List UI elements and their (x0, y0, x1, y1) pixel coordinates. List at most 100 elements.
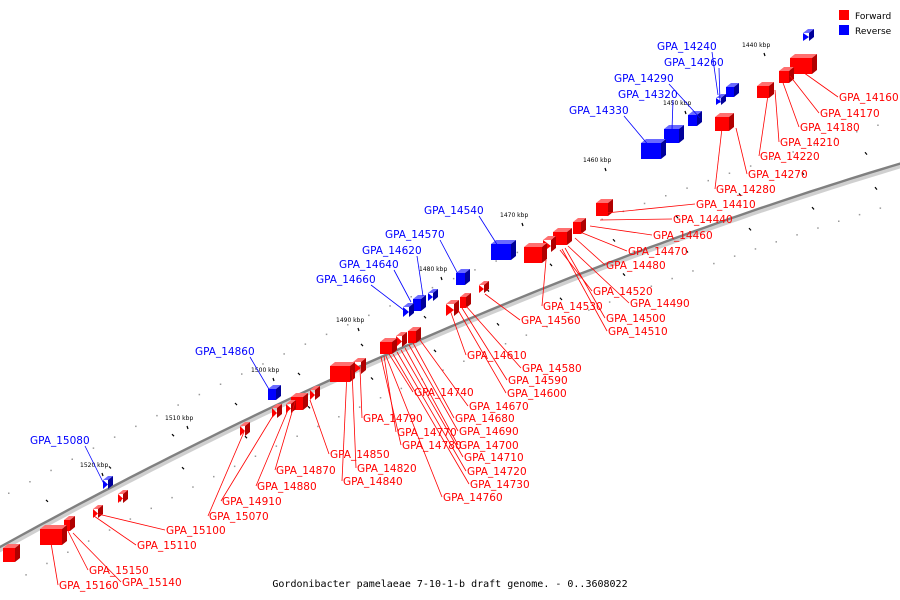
gap-mark (370, 377, 374, 380)
forward-gene-label: GPA_14700 (459, 440, 519, 452)
track-tick (525, 334, 528, 336)
track-tick (588, 309, 590, 311)
reverse-gene (428, 289, 438, 301)
track-tick (665, 195, 667, 197)
forward-gene-label: GPA_14170 (820, 108, 880, 120)
reverse-gene-label: GPA_14320 (618, 89, 678, 101)
gap-mark (559, 297, 563, 301)
track-tick (283, 353, 285, 355)
legend-forward-swatch (839, 10, 849, 20)
gap-mark (307, 405, 311, 409)
forward-gene (553, 228, 572, 245)
forward-gene-label: GPA_14840 (343, 476, 403, 488)
reverse-gene-leader (84, 445, 105, 485)
reverse-gene-label: GPA_14260 (664, 57, 724, 69)
forward-gene-leader (359, 367, 363, 419)
track-tick (686, 187, 688, 189)
forward-gene-leader (274, 401, 296, 471)
forward-gene-label: GPA_15160 (59, 580, 119, 592)
gap-mark (675, 215, 679, 219)
forward-gene-leader (309, 399, 330, 455)
track-tick (325, 333, 328, 336)
forward-gene-leader (589, 225, 653, 236)
track-tick (858, 213, 861, 216)
forward-gene-leader (564, 247, 606, 319)
forward-gene (118, 490, 128, 503)
gap-mark (811, 206, 815, 210)
reverse-gene-leader (668, 83, 701, 119)
kbp-scale-label: 1510 kbp (165, 415, 193, 422)
track-tick (463, 360, 465, 362)
track-tick (879, 207, 882, 209)
legend-reverse-label: Reverse (855, 27, 892, 37)
track-tick (317, 425, 319, 428)
forward-gene-label: GPA_14220 (760, 151, 820, 163)
forward-gene-label: GPA_14600 (507, 388, 567, 400)
track-tick (87, 540, 90, 542)
forward-gene-label: GPA_14470 (628, 246, 688, 258)
track-tick (877, 124, 879, 126)
track-tick (713, 262, 715, 265)
track-tick (671, 277, 673, 280)
reverse-gene-leader (623, 115, 651, 148)
forward-gene (779, 67, 794, 83)
kbp-scale-label: 1490 kbp (336, 317, 364, 324)
track-tick (474, 269, 476, 271)
track-tick (629, 293, 632, 295)
forward-gene-leader (388, 353, 414, 393)
reverse-gene-leader (718, 67, 721, 104)
track-tick (728, 172, 731, 174)
kbp-tick (763, 52, 766, 57)
track-tick (749, 165, 752, 167)
track-tick (113, 436, 116, 438)
track-tick (516, 251, 519, 254)
forward-gene (790, 54, 817, 74)
forward-gene-leader (484, 293, 521, 321)
forward-gene-leader (461, 307, 508, 381)
reverse-gene (268, 385, 281, 400)
kbp-tick (604, 167, 607, 172)
kbp-scale-label: 1460 kbp (583, 157, 611, 164)
forward-gene-label: GPA_14160 (839, 92, 899, 104)
forward-gene-label: GPA_14730 (470, 479, 530, 491)
forward-gene-label: GPA_14870 (276, 465, 336, 477)
backbone-shadow (0, 163, 900, 553)
forward-gene-label: GPA_14590 (508, 375, 568, 387)
reverse-gene (664, 125, 684, 143)
forward-gene-leader (605, 203, 696, 214)
gap-mark (801, 171, 805, 176)
kbp-tick (521, 222, 524, 227)
track-tick (338, 416, 340, 418)
track-tick (495, 260, 497, 262)
track-tick (601, 218, 603, 221)
gap-mark (612, 238, 616, 242)
forward-gene (240, 422, 250, 436)
legend: Forward Reverse (839, 10, 892, 37)
track-tick (241, 373, 243, 375)
track-tick (410, 296, 412, 298)
forward-gene-leader (255, 409, 289, 487)
track-tick (856, 131, 858, 133)
track-tick (484, 351, 486, 354)
forward-gene-label: GPA_14490 (630, 298, 690, 310)
track-tick (504, 343, 507, 345)
track-tick (358, 406, 361, 408)
track-tick (389, 305, 391, 307)
forward-gene-leader (385, 355, 443, 498)
reverse-gene-leader (370, 284, 406, 312)
forward-gene (40, 525, 67, 545)
forward-gene-label: GPA_15100 (166, 525, 226, 537)
forward-gene (524, 243, 547, 263)
forward-gene-label: GPA_14520 (593, 286, 653, 298)
forward-gene-label: GPA_14440 (673, 214, 733, 226)
gap-mark (738, 193, 742, 197)
reverse-gene (403, 303, 414, 317)
forward-gene-label: GPA_14670 (469, 401, 529, 413)
forward-gene-leader (412, 342, 455, 419)
forward-gene-leader (465, 305, 522, 369)
forward-gene-label: GPA_14680 (455, 413, 515, 425)
forward-gene (596, 199, 613, 216)
track-tick (733, 255, 736, 257)
forward-gene (573, 218, 586, 234)
